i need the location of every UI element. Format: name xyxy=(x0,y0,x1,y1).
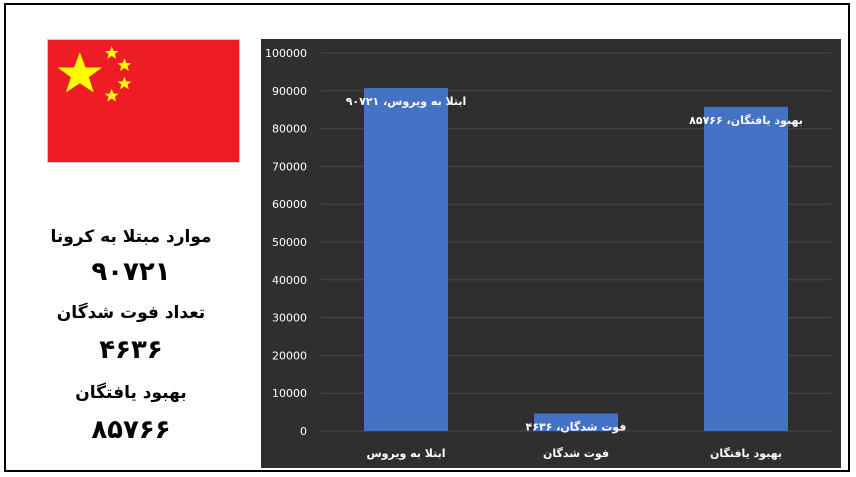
bar xyxy=(534,413,618,431)
y-tick-label: 40000 xyxy=(272,274,307,287)
bar-data-label: بهبود یافتگان، ۸۵۷۶۶ xyxy=(689,114,803,127)
deaths-label: تعداد فوت شدگان xyxy=(56,303,206,323)
y-tick-label: 30000 xyxy=(272,312,307,325)
page-frame: موارد مبتلا به کرونا ۹۰۷۲۱ تعداد فوت شدگ… xyxy=(4,3,850,472)
bar-chart-svg: 0 10000 20000 30000 40000 50000 60000 70000 8000… xyxy=(261,39,841,468)
y-tick-label: 60000 xyxy=(272,198,307,211)
cases-value: ۹۰۷۲۱ xyxy=(91,257,171,287)
x-tick-label: ابتلا به ویروس xyxy=(366,447,445,460)
flag-star-small-4 xyxy=(104,88,119,102)
y-axis-ticks: 0 10000 20000 30000 40000 50000 60000 70000 8000… xyxy=(265,47,307,438)
y-tick-label: 10000 xyxy=(272,387,307,400)
flag-star-large xyxy=(57,52,103,93)
cases-label: موارد مبتلا به کرونا xyxy=(50,227,212,247)
flag-star-small-1 xyxy=(104,46,119,59)
y-tick-label: 70000 xyxy=(272,160,307,173)
flag-star-small-3 xyxy=(117,76,132,90)
y-tick-label: 90000 xyxy=(272,85,307,98)
bar xyxy=(364,88,448,431)
x-tick-label: بهبود یافتگان xyxy=(710,447,782,460)
recovered-label: بهبود یافتگان xyxy=(75,383,187,403)
flag-field xyxy=(48,40,239,162)
bar xyxy=(704,106,788,432)
bar-data-label: ابتلا به ویروس، ۹۰۷۲۱ xyxy=(346,95,467,108)
flag-stars xyxy=(57,46,132,102)
china-flag-icon xyxy=(47,39,240,163)
y-tick-label: 50000 xyxy=(272,236,307,249)
x-axis-labels: ابتلا به ویروس فوت شدگان بهبود یافتگان xyxy=(366,447,782,460)
recovered-value: ۸۵۷۶۶ xyxy=(91,415,171,445)
china-flag-graphic xyxy=(48,40,239,162)
y-tick-label: 20000 xyxy=(272,349,307,362)
y-tick-label: 100000 xyxy=(265,47,307,60)
bars: ابتلا به ویروس، ۹۰۷۲۱ فوت شدگان، ۴۶۳۶ بهبو… xyxy=(346,88,803,433)
y-tick-label: 80000 xyxy=(272,123,307,136)
x-tick-label: فوت شدگان xyxy=(543,447,609,460)
bar-chart: 0 10000 20000 30000 40000 50000 60000 70000 8000… xyxy=(261,39,841,468)
flag-star-small-2 xyxy=(117,58,132,72)
deaths-value: ۴۶۳۶ xyxy=(99,335,163,365)
y-tick-label: 0 xyxy=(300,425,307,438)
bar-data-label: فوت شدگان، ۴۶۳۶ xyxy=(526,420,627,433)
